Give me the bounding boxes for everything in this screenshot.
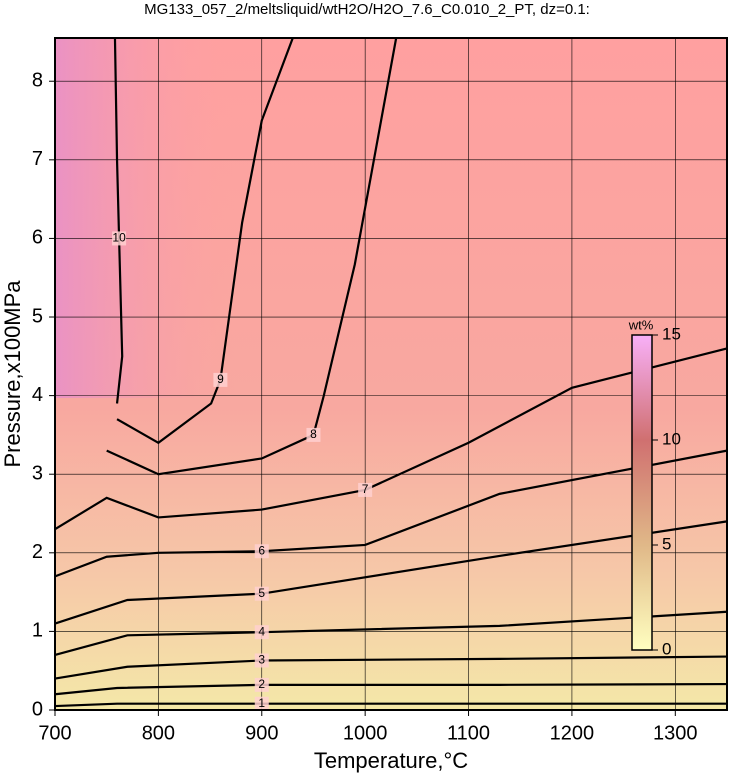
contour-label-box	[213, 372, 228, 387]
colorbar-title: wt%	[628, 317, 654, 332]
plot-shading	[55, 38, 235, 398]
contour-label: 4	[258, 624, 265, 638]
x-axis-label: Temperature,°C	[314, 748, 468, 773]
contour-label: 9	[217, 372, 224, 386]
y-axis-label: Pressure,x100MPa	[0, 280, 25, 468]
y-tick-label: 4	[32, 384, 43, 406]
y-tick-label: 1	[32, 620, 43, 642]
y-tick-label: 7	[32, 148, 43, 170]
x-tick-label: 1200	[550, 722, 595, 744]
x-tick-label: 700	[38, 722, 71, 744]
contour-line	[54, 347, 728, 531]
contour-label-box	[306, 427, 321, 442]
x-tick-label: 1000	[343, 722, 388, 744]
x-tick-label: 800	[142, 722, 175, 744]
colorbar-tick-label: 0	[662, 639, 671, 658]
y-tick-label: 0	[32, 698, 43, 720]
contour-label-box	[254, 696, 269, 711]
contour-label-box	[358, 482, 373, 497]
contour-label: 7	[362, 482, 369, 496]
contour-label-box	[254, 625, 269, 640]
chart-title: MG133_057_2/meltsliquid/wtH2O/H2O_7.6_C0…	[144, 1, 590, 18]
colorbar	[631, 334, 653, 651]
colorbar-tick-label: 10	[662, 429, 681, 448]
x-tick-label: 1300	[653, 722, 698, 744]
contour-label-box	[254, 544, 269, 559]
y-tick-label: 6	[32, 227, 43, 249]
contour-label-box	[254, 653, 269, 668]
contour-label-box	[254, 586, 269, 601]
colorbar-tick-label: 5	[662, 534, 671, 553]
contour-label: 8	[310, 427, 317, 441]
contour-label: 5	[258, 586, 265, 600]
plot-frame	[54, 37, 728, 711]
y-tick-label: 2	[32, 541, 43, 563]
x-tick-label: 1100	[447, 722, 490, 744]
y-tick-label: 3	[32, 462, 43, 484]
contour-label: 1	[258, 696, 265, 710]
contour-label-box	[254, 677, 269, 692]
contour-label: 2	[258, 677, 265, 691]
x-tick-label: 900	[245, 722, 278, 744]
colorbar-tick-label: 15	[662, 324, 681, 343]
contour-label-box	[112, 231, 127, 246]
contour-label: 6	[258, 543, 265, 557]
y-tick-label: 8	[32, 70, 43, 92]
y-tick-label: 5	[32, 305, 43, 327]
contour-label: 10	[112, 231, 126, 245]
contour-label: 3	[258, 653, 265, 667]
